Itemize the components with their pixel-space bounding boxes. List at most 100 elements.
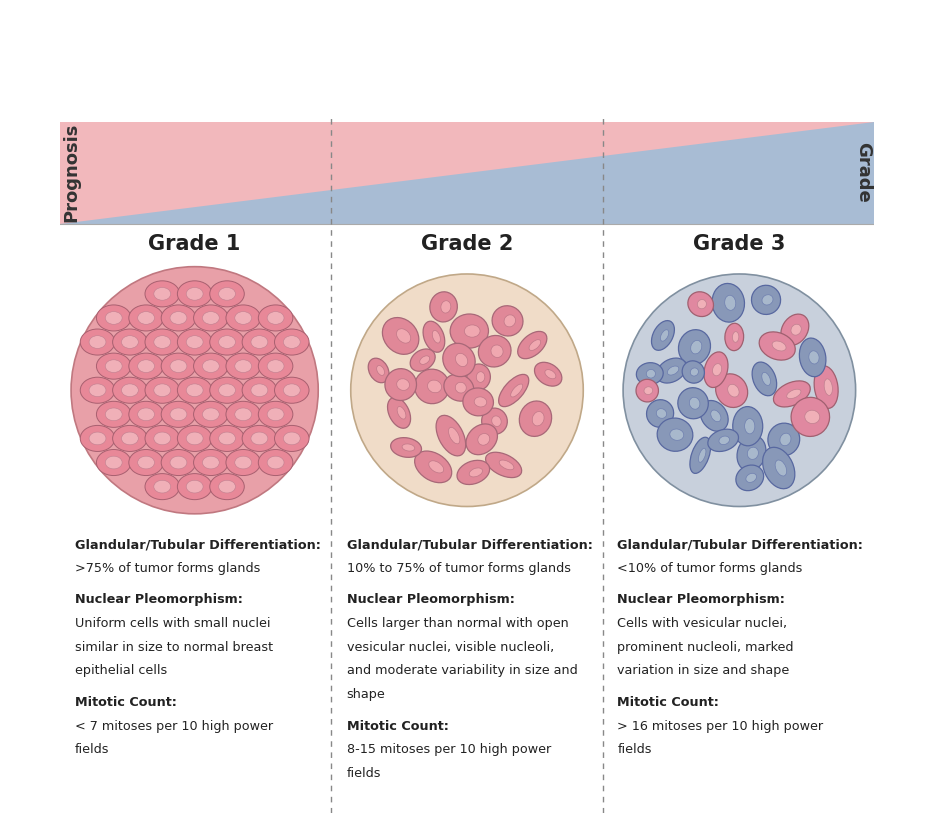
Ellipse shape — [504, 315, 516, 327]
Ellipse shape — [499, 374, 529, 406]
Ellipse shape — [170, 311, 187, 324]
Ellipse shape — [456, 354, 468, 367]
Ellipse shape — [251, 432, 268, 445]
Circle shape — [351, 274, 583, 506]
Ellipse shape — [809, 350, 819, 364]
Ellipse shape — [162, 353, 196, 379]
Ellipse shape — [382, 318, 418, 354]
Ellipse shape — [219, 432, 235, 445]
Ellipse shape — [259, 305, 293, 331]
Ellipse shape — [376, 366, 385, 376]
Ellipse shape — [725, 295, 736, 311]
Ellipse shape — [491, 416, 502, 427]
Text: 8-15 mitoses per 10 high power: 8-15 mitoses per 10 high power — [347, 743, 551, 756]
Ellipse shape — [768, 423, 800, 456]
Ellipse shape — [145, 425, 179, 451]
Ellipse shape — [415, 451, 452, 483]
Ellipse shape — [698, 299, 706, 309]
Ellipse shape — [759, 332, 795, 360]
Ellipse shape — [251, 336, 268, 349]
Ellipse shape — [712, 284, 744, 322]
Ellipse shape — [519, 401, 552, 437]
Ellipse shape — [668, 366, 679, 375]
Text: Mitotic Count:: Mitotic Count: — [75, 696, 177, 709]
Ellipse shape — [368, 359, 389, 383]
Ellipse shape — [423, 321, 445, 352]
Ellipse shape — [162, 450, 196, 476]
Ellipse shape — [636, 363, 663, 385]
Ellipse shape — [283, 336, 300, 349]
Ellipse shape — [80, 377, 115, 403]
Text: fields: fields — [617, 743, 652, 756]
Text: Grade 3: Grade 3 — [693, 234, 785, 254]
Text: >75% of tumor forms glands: >75% of tumor forms glands — [75, 562, 261, 575]
Ellipse shape — [210, 425, 245, 451]
Ellipse shape — [644, 387, 653, 394]
Ellipse shape — [162, 402, 196, 428]
Ellipse shape — [162, 305, 196, 331]
Ellipse shape — [186, 336, 203, 349]
Ellipse shape — [700, 401, 729, 431]
Text: similar in size to normal breast: similar in size to normal breast — [75, 641, 274, 654]
Ellipse shape — [259, 450, 293, 476]
Ellipse shape — [137, 311, 154, 324]
Ellipse shape — [678, 388, 708, 419]
Ellipse shape — [775, 460, 786, 476]
Ellipse shape — [234, 311, 251, 324]
Text: <10% of tumor forms glands: <10% of tumor forms glands — [617, 562, 803, 575]
Text: Grade: Grade — [854, 142, 872, 203]
Ellipse shape — [385, 368, 417, 401]
Ellipse shape — [137, 408, 154, 420]
Ellipse shape — [786, 389, 801, 398]
Ellipse shape — [259, 402, 293, 428]
Ellipse shape — [805, 411, 820, 424]
Ellipse shape — [89, 384, 106, 397]
Ellipse shape — [234, 456, 251, 469]
Ellipse shape — [752, 362, 777, 396]
Text: Uniform cells with small nuclei: Uniform cells with small nuclei — [75, 617, 271, 630]
Ellipse shape — [780, 433, 791, 446]
Ellipse shape — [636, 380, 658, 402]
Ellipse shape — [193, 305, 228, 331]
Ellipse shape — [170, 360, 187, 372]
Ellipse shape — [242, 329, 276, 355]
Ellipse shape — [545, 370, 556, 379]
Ellipse shape — [193, 402, 228, 428]
Ellipse shape — [713, 363, 722, 376]
Text: Cells larger than normal with open: Cells larger than normal with open — [347, 617, 569, 630]
Ellipse shape — [145, 377, 179, 403]
Text: Cells with vesicular nuclei,: Cells with vesicular nuclei, — [617, 617, 787, 630]
Ellipse shape — [113, 329, 148, 355]
Ellipse shape — [80, 425, 115, 451]
Ellipse shape — [210, 474, 245, 500]
Ellipse shape — [80, 329, 115, 355]
Ellipse shape — [646, 400, 673, 428]
Ellipse shape — [744, 419, 755, 434]
Ellipse shape — [154, 480, 171, 493]
Text: Mitotic Count:: Mitotic Count: — [347, 720, 448, 733]
Text: prominent nucleoli, marked: prominent nucleoli, marked — [617, 641, 794, 654]
Ellipse shape — [121, 384, 138, 397]
Ellipse shape — [690, 368, 699, 376]
Ellipse shape — [532, 411, 545, 426]
Ellipse shape — [106, 456, 122, 469]
Ellipse shape — [203, 408, 219, 420]
Ellipse shape — [511, 384, 523, 397]
Ellipse shape — [129, 353, 163, 379]
Ellipse shape — [762, 294, 773, 305]
Ellipse shape — [791, 398, 829, 437]
Text: Nuclear Pleomorphism:: Nuclear Pleomorphism: — [75, 593, 243, 606]
Ellipse shape — [129, 450, 163, 476]
Ellipse shape — [711, 410, 721, 422]
Ellipse shape — [463, 388, 493, 416]
Polygon shape — [61, 122, 873, 224]
Ellipse shape — [177, 329, 212, 355]
Circle shape — [623, 274, 856, 506]
Ellipse shape — [89, 336, 106, 349]
Ellipse shape — [763, 447, 795, 489]
Ellipse shape — [430, 292, 458, 322]
Ellipse shape — [113, 425, 148, 451]
Ellipse shape — [658, 418, 693, 451]
Text: fields: fields — [347, 767, 381, 780]
Text: shape: shape — [347, 688, 386, 701]
